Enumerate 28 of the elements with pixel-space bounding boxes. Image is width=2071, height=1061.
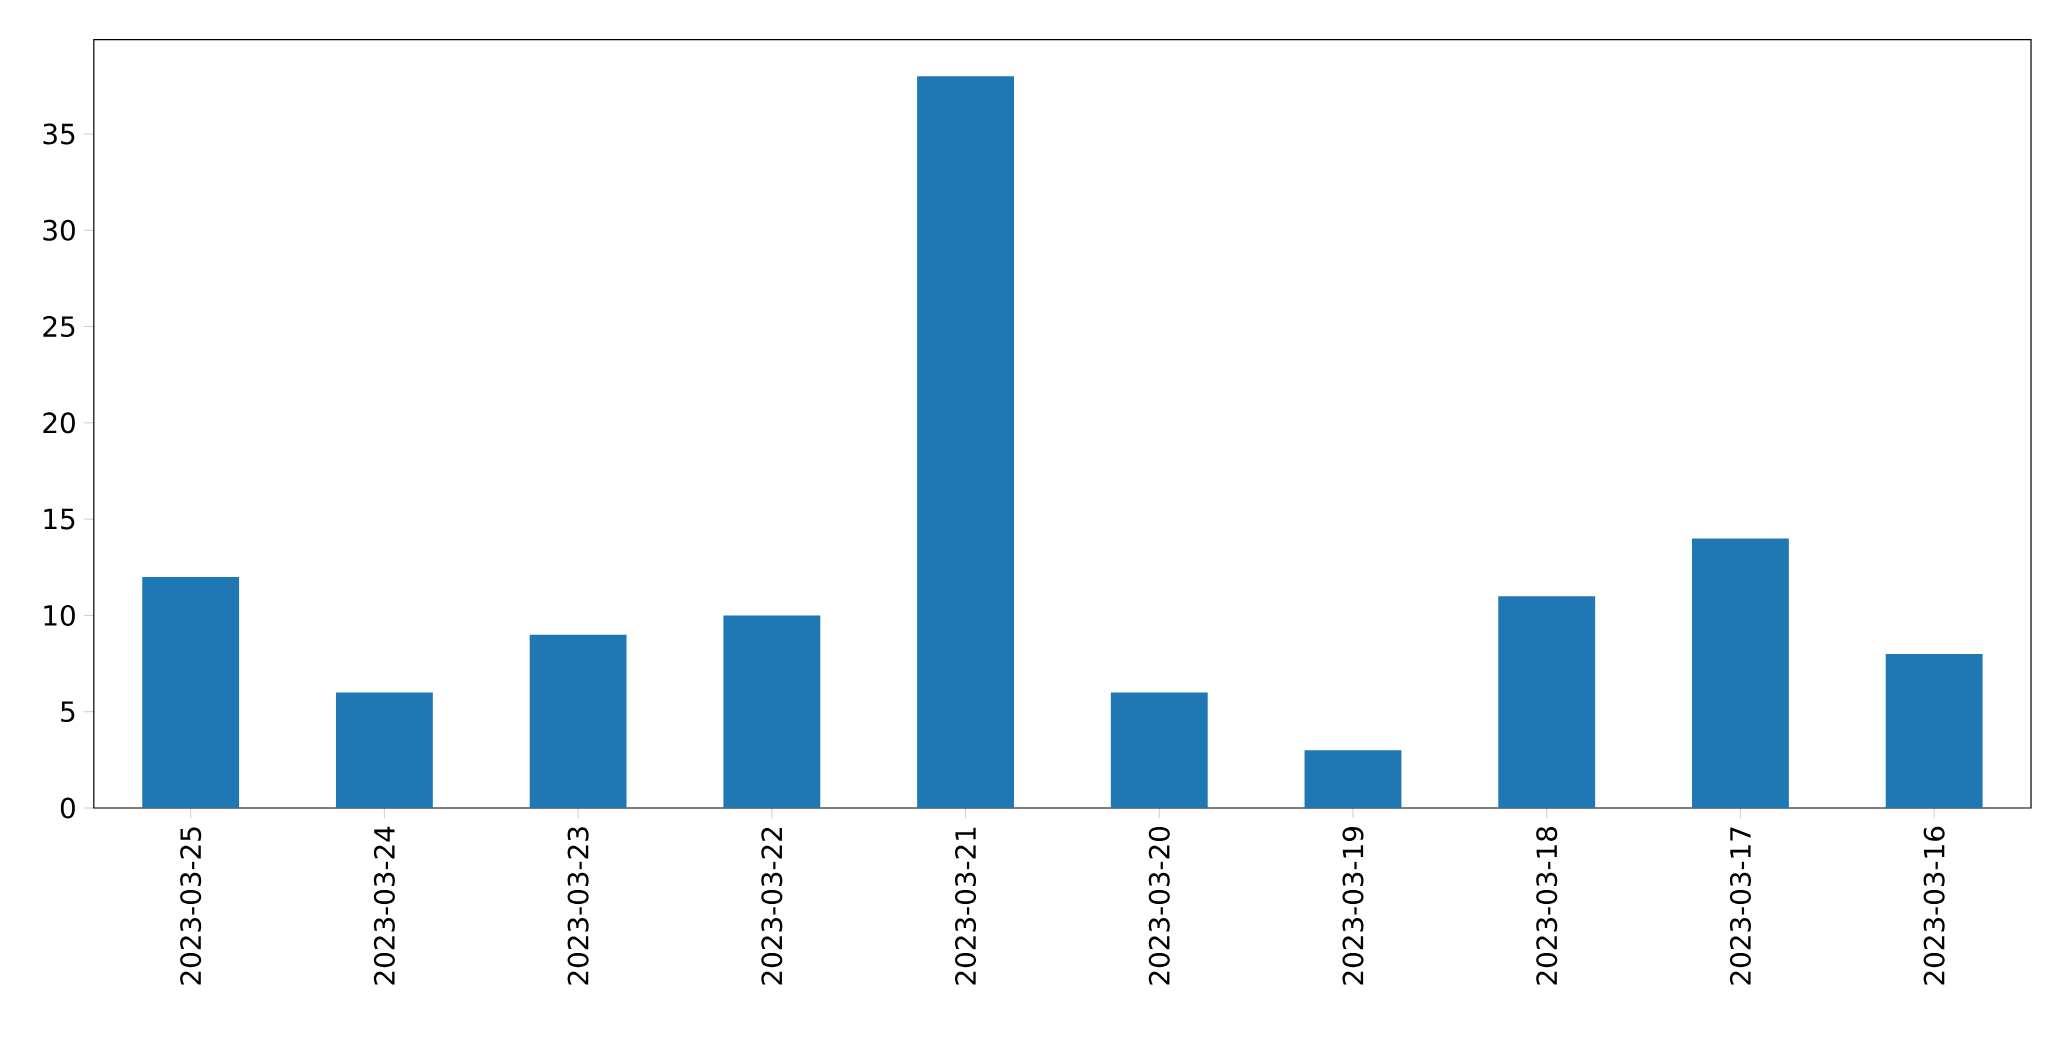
- bar: [1110, 692, 1208, 808]
- y-tick-label: 20: [43, 412, 75, 434]
- y-tick-label: 15: [44, 508, 75, 530]
- bar: [1498, 596, 1596, 808]
- bar: [1692, 538, 1789, 808]
- y-tick-label: 0: [60, 797, 75, 819]
- x-tick-label: 2023-03-25: [180, 827, 202, 985]
- y-tick-label: 25: [43, 316, 75, 338]
- x-tick-label: 2023-03-22: [761, 827, 783, 985]
- y-tick-label: 10: [44, 604, 75, 626]
- x-tick-label: 2023-03-21: [955, 827, 977, 985]
- x-tick-label: 2023-03-17: [1729, 827, 1751, 985]
- x-tick-label: 2023-03-19: [1342, 827, 1364, 985]
- bar: [1304, 750, 1402, 808]
- bar: [529, 634, 627, 808]
- x-tick-label: 2023-03-16: [1923, 826, 1945, 985]
- y-tick-label: 5: [61, 701, 75, 723]
- bar: [1885, 653, 1983, 808]
- x-tick-label: 2023-03-18: [1536, 827, 1558, 985]
- x-tick-label: 2023-03-20: [1148, 826, 1170, 985]
- bar: [917, 76, 1014, 808]
- bar: [142, 576, 240, 808]
- x-tick-label: 2023-03-24: [373, 826, 395, 985]
- y-tick-label: 35: [43, 123, 75, 145]
- x-tick-label: 2023-03-23: [567, 827, 589, 985]
- bar: [723, 615, 821, 808]
- y-tick-label: 30: [43, 219, 75, 241]
- bar: [335, 692, 433, 808]
